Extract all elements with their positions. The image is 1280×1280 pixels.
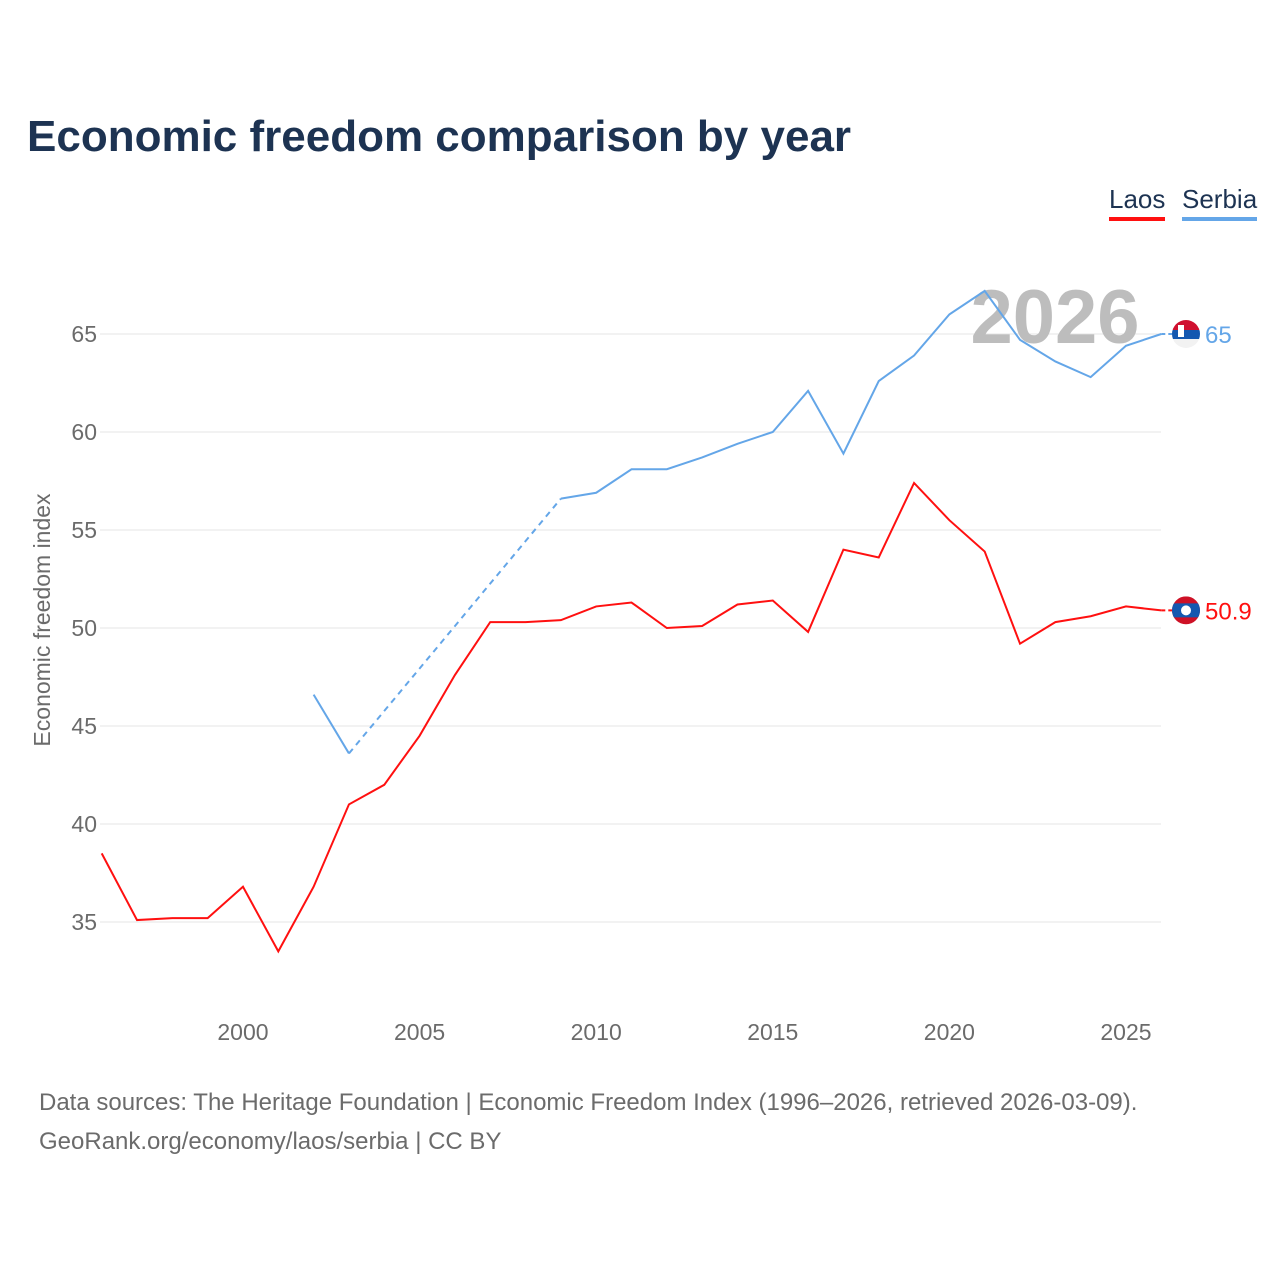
data-point-serbia bbox=[1088, 374, 1094, 380]
data-point-laos bbox=[664, 625, 670, 631]
flag-blue bbox=[1172, 330, 1200, 339]
data-point-serbia bbox=[840, 451, 846, 457]
data-point-serbia bbox=[699, 454, 705, 460]
data-point-serbia bbox=[593, 490, 599, 496]
data-point-serbia bbox=[734, 441, 740, 447]
data-point-serbia bbox=[876, 378, 882, 384]
data-point-laos bbox=[911, 480, 917, 486]
flag-serbia-icon bbox=[1172, 320, 1200, 348]
y-tick-label: 60 bbox=[71, 419, 97, 445]
data-point-laos bbox=[876, 554, 882, 560]
data-point-laos bbox=[770, 598, 776, 604]
data-point-laos bbox=[134, 917, 140, 923]
data-point-laos bbox=[982, 549, 988, 555]
data-point-serbia bbox=[1017, 337, 1023, 343]
data-point-laos bbox=[417, 733, 423, 739]
x-tick-label: 2015 bbox=[747, 1019, 798, 1045]
data-point-laos bbox=[99, 850, 105, 856]
chart-title: Economic freedom comparison by year bbox=[27, 112, 852, 161]
data-point-laos bbox=[840, 547, 846, 553]
flag-emblem bbox=[1178, 325, 1184, 337]
data-point-laos bbox=[1052, 619, 1058, 625]
data-point-serbia bbox=[1052, 358, 1058, 364]
data-point-laos bbox=[487, 619, 493, 625]
y-tick-label: 35 bbox=[71, 909, 97, 935]
footer-link[interactable]: GeoRank.org/economy/laos/serbia | CC BY bbox=[39, 1128, 502, 1155]
data-point-serbia bbox=[982, 288, 988, 294]
series-line-laos bbox=[100, 481, 1162, 954]
y-tick-label: 45 bbox=[71, 713, 97, 739]
data-point-laos bbox=[452, 672, 458, 678]
data-point-laos bbox=[1088, 613, 1094, 619]
flag-white bbox=[1172, 339, 1200, 348]
data-point-serbia bbox=[770, 429, 776, 435]
series-gap-serbia bbox=[348, 498, 562, 755]
data-point-serbia bbox=[946, 311, 952, 317]
flag-red bbox=[1172, 320, 1200, 330]
flag-moon bbox=[1181, 605, 1191, 616]
data-point-laos bbox=[593, 603, 599, 609]
end-value-label-serbia: 65 bbox=[1205, 322, 1232, 349]
data-point-laos bbox=[275, 948, 281, 954]
data-point-laos bbox=[805, 629, 811, 635]
data-point-laos bbox=[558, 617, 564, 623]
x-tick-label: 2005 bbox=[394, 1019, 445, 1045]
x-tick-label: 2010 bbox=[571, 1019, 622, 1045]
legend-item-serbia[interactable]: Serbia bbox=[1182, 184, 1258, 221]
data-point-laos bbox=[699, 623, 705, 629]
data-point-serbia bbox=[664, 466, 670, 472]
series-line-serbia bbox=[560, 289, 1162, 500]
series-line-serbia bbox=[312, 694, 350, 754]
data-point-laos bbox=[1017, 641, 1023, 647]
data-point-laos bbox=[311, 884, 317, 890]
legend-item-laos[interactable]: Laos bbox=[1109, 184, 1166, 221]
data-point-serbia bbox=[311, 692, 317, 698]
data-point-laos bbox=[734, 601, 740, 607]
x-tick-label: 2000 bbox=[217, 1019, 268, 1045]
data-point-laos bbox=[946, 517, 952, 523]
flag-laos-icon bbox=[1172, 596, 1200, 625]
data-point-laos bbox=[205, 915, 211, 921]
data-point-serbia bbox=[558, 496, 564, 502]
data-point-laos bbox=[523, 619, 529, 625]
current-year-label: 2026 bbox=[970, 275, 1139, 360]
y-tick-label: 40 bbox=[71, 811, 97, 837]
x-tick-label: 2025 bbox=[1100, 1019, 1151, 1045]
data-point-laos bbox=[240, 884, 246, 890]
y-tick-label: 65 bbox=[71, 321, 97, 347]
end-value-label-laos: 50.9 bbox=[1205, 598, 1252, 625]
data-point-serbia bbox=[911, 353, 917, 359]
footer-sources: Data sources: The Heritage Foundation | … bbox=[39, 1089, 1138, 1116]
y-tick-label: 50 bbox=[71, 615, 97, 641]
x-tick-label: 2020 bbox=[924, 1019, 975, 1045]
data-point-serbia bbox=[346, 750, 352, 756]
data-point-serbia bbox=[1123, 343, 1129, 349]
y-axis-label: Economic freedom index bbox=[29, 493, 55, 747]
data-point-laos bbox=[629, 600, 635, 606]
data-point-laos bbox=[169, 915, 175, 921]
y-tick-label: 55 bbox=[71, 517, 97, 543]
data-point-serbia bbox=[805, 388, 811, 394]
data-point-laos bbox=[346, 801, 352, 807]
data-point-laos bbox=[1123, 603, 1129, 609]
data-point-laos bbox=[381, 782, 387, 788]
data-point-serbia bbox=[629, 466, 635, 472]
